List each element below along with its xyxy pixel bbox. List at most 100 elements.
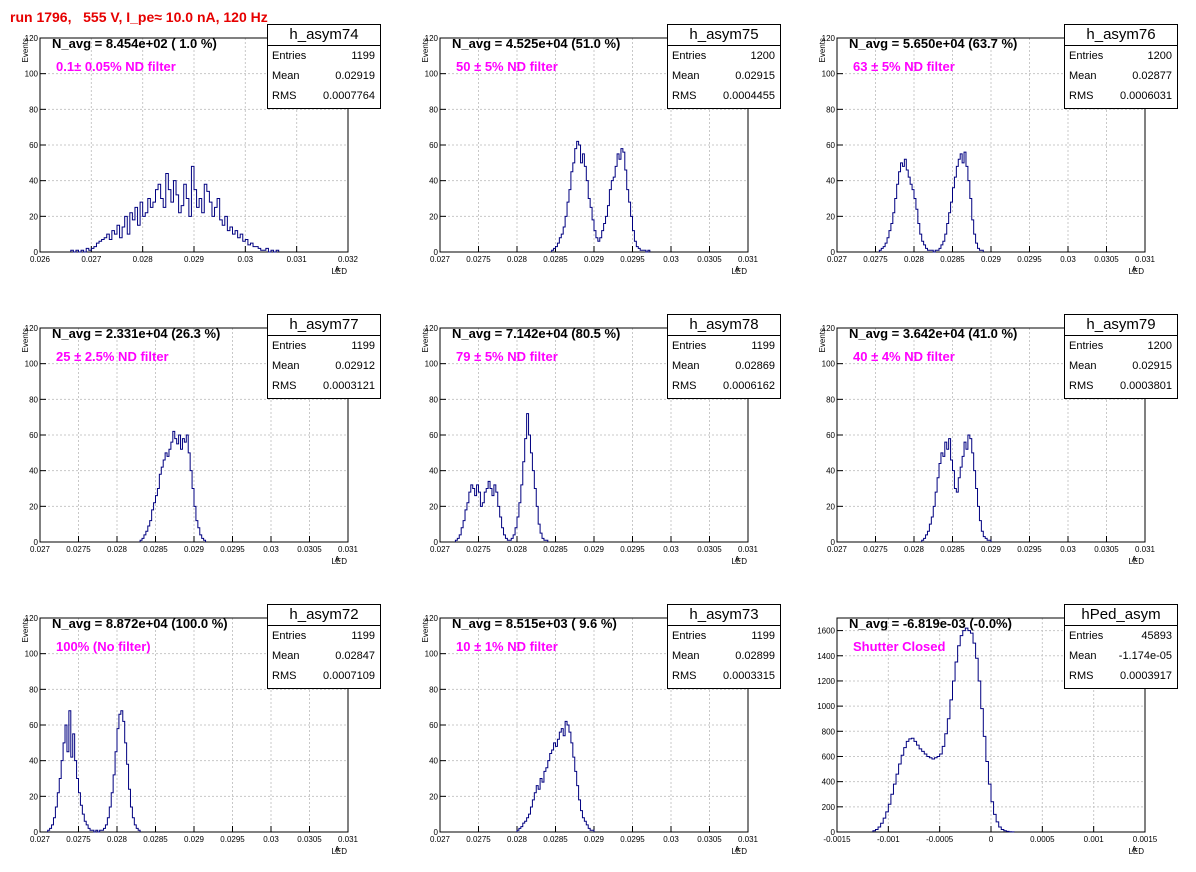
y-axis-label: Events bbox=[21, 328, 30, 352]
plot-h_asym72: 0.027 0.0275 0.028 0.0285 0.029 0.0295 0.03 0.0… bbox=[21, 614, 359, 856]
x-tick-label: 0.029 bbox=[584, 545, 605, 554]
y-tick-label: 80 bbox=[429, 395, 438, 404]
y-tick-label: 0 bbox=[34, 538, 39, 547]
x-tick-label: 0.0285 bbox=[543, 835, 568, 844]
run-title: run 1796, 555 V, I_pe≈ 10.0 nA, 120 Hz bbox=[10, 9, 268, 25]
y-tick-label: 80 bbox=[826, 105, 835, 114]
y-tick-label: 120 bbox=[425, 34, 439, 43]
stat-row-mean: Mean 0.02899 bbox=[668, 646, 780, 666]
y-tick-label: 1400 bbox=[817, 652, 835, 661]
stat-label-rms: RMS bbox=[672, 670, 697, 682]
y-tick-label: 120 bbox=[425, 324, 439, 333]
y-tick-label: 40 bbox=[29, 467, 38, 476]
x-tick-label: 0.026 bbox=[30, 255, 51, 264]
n-avg-label: N_avg = 8.515e+03 ( 9.6 %) bbox=[452, 616, 617, 631]
stat-value-entries: 1200 bbox=[1147, 50, 1172, 62]
n-avg-label: N_avg = -6.819e-03 (-0.0%) bbox=[849, 616, 1012, 631]
stat-row-rms: RMS 0.0003121 bbox=[268, 376, 380, 396]
stat-value-rms: 0.0003917 bbox=[1120, 670, 1172, 682]
x-tick-label: 0.029 bbox=[184, 545, 205, 554]
x-tick-label: 0.031 bbox=[1135, 255, 1156, 264]
x-tick-label: 0.03 bbox=[263, 545, 279, 554]
stat-row-mean: Mean 0.02847 bbox=[268, 646, 380, 666]
y-axis-label: Events bbox=[21, 38, 30, 62]
stat-row-rms: RMS 0.0007764 bbox=[268, 86, 380, 106]
x-tick-label: 0.0295 bbox=[220, 545, 245, 554]
stat-row-mean: Mean -1.174e-05 bbox=[1065, 646, 1177, 666]
y-tick-label: 20 bbox=[429, 792, 438, 801]
x-tick-label: 0.03 bbox=[663, 835, 679, 844]
y-tick-label: 0 bbox=[34, 828, 39, 837]
stat-label-entries: Entries bbox=[272, 630, 307, 642]
stat-label-rms: RMS bbox=[1069, 670, 1094, 682]
x-axis-label: A bbox=[335, 265, 341, 274]
stat-value-rms: 0.0004455 bbox=[723, 90, 775, 102]
histogram-panel-h_asym78: 0.027 0.0275 0.028 0.0285 0.029 0.0295 0.03 0.0… bbox=[400, 290, 781, 566]
x-tick-label: 0.0275 bbox=[66, 835, 91, 844]
y-tick-label: 20 bbox=[429, 212, 438, 221]
stat-row-entries: Entries 45893 bbox=[1065, 626, 1177, 646]
stat-row-entries: Entries 1199 bbox=[268, 336, 380, 356]
histogram-series bbox=[454, 413, 549, 542]
stat-row-mean: Mean 0.02877 bbox=[1065, 66, 1177, 86]
x-axis-label-subscript: LED bbox=[331, 267, 347, 276]
x-tick-label: -0.0015 bbox=[823, 835, 851, 844]
x-tick-label: 0.0305 bbox=[1094, 255, 1119, 264]
stat-value-rms: 0.0003801 bbox=[1120, 380, 1172, 392]
stat-row-entries: Entries 1200 bbox=[668, 46, 780, 66]
stat-row-rms: RMS 0.0003315 bbox=[668, 666, 780, 686]
stat-value-entries: 45893 bbox=[1141, 630, 1172, 642]
stat-label-mean: Mean bbox=[672, 650, 700, 662]
y-tick-label: 400 bbox=[822, 778, 836, 787]
y-tick-label: 100 bbox=[25, 360, 39, 369]
histogram-series bbox=[516, 720, 595, 832]
x-tick-label: 0.027 bbox=[827, 545, 848, 554]
filter-label: 100% (No filter) bbox=[56, 639, 151, 654]
x-tick-label: 0.03 bbox=[263, 835, 279, 844]
stat-value-rms: 0.0006031 bbox=[1120, 90, 1172, 102]
x-axis-label-subscript: LED bbox=[331, 847, 347, 856]
n-avg-label: N_avg = 7.142e+04 (80.5 %) bbox=[452, 326, 621, 341]
stat-label-rms: RMS bbox=[1069, 380, 1094, 392]
stat-row-rms: RMS 0.0003917 bbox=[1065, 666, 1177, 686]
stat-label-entries: Entries bbox=[272, 50, 307, 62]
x-tick-label: 0.031 bbox=[338, 835, 359, 844]
x-axis-label-subscript: LED bbox=[731, 557, 747, 566]
n-avg-label: N_avg = 2.331e+04 (26.3 %) bbox=[52, 326, 221, 341]
y-tick-label: 0 bbox=[831, 248, 836, 257]
y-tick-label: 100 bbox=[425, 360, 439, 369]
stat-row-mean: Mean 0.02912 bbox=[268, 356, 380, 376]
stat-label-entries: Entries bbox=[672, 50, 707, 62]
stat-row-entries: Entries 1199 bbox=[668, 336, 780, 356]
stat-box: h_asym78 Entries 1199 Mean 0.02869 RMS 0.00061… bbox=[667, 314, 781, 399]
y-tick-label: 20 bbox=[29, 792, 38, 801]
stat-row-rms: RMS 0.0007109 bbox=[268, 666, 380, 686]
stat-row-entries: Entries 1199 bbox=[268, 46, 380, 66]
x-tick-label: 0.031 bbox=[738, 255, 759, 264]
histogram-panel-hPed_asym: -0.0015 -0.001 -0.0005 0 0.0005 0.001 0.0015 0 2… bbox=[797, 580, 1178, 856]
y-tick-label: 60 bbox=[826, 431, 835, 440]
y-tick-label: 100 bbox=[25, 650, 39, 659]
x-tick-label: 0.029 bbox=[584, 255, 605, 264]
x-tick-label: 0.0275 bbox=[466, 835, 491, 844]
stat-box-title: h_asym76 bbox=[1065, 25, 1177, 46]
y-tick-label: 60 bbox=[429, 141, 438, 150]
histogram-panel-h_asym73: 0.027 0.0275 0.028 0.0285 0.029 0.0295 0.03 0.0… bbox=[400, 580, 781, 856]
histogram-series bbox=[921, 434, 992, 542]
y-axis-label: Events bbox=[818, 328, 827, 352]
y-tick-label: 120 bbox=[25, 614, 39, 623]
y-tick-label: 120 bbox=[822, 324, 836, 333]
filter-label: 25 ± 2.5% ND filter bbox=[56, 349, 169, 364]
histogram-series bbox=[872, 627, 1015, 833]
x-tick-label: -0.0005 bbox=[926, 835, 954, 844]
stat-label-rms: RMS bbox=[272, 380, 297, 392]
stat-box: h_asym77 Entries 1199 Mean 0.02912 RMS 0.00031… bbox=[267, 314, 381, 399]
x-axis-label-subscript: LED bbox=[1128, 847, 1144, 856]
x-tick-label: 0.0275 bbox=[863, 545, 888, 554]
stat-label-entries: Entries bbox=[672, 630, 707, 642]
plot-h_asym76: 0.027 0.0275 0.028 0.0285 0.029 0.0295 0.03 0.0… bbox=[818, 34, 1156, 276]
x-tick-label: 0.0285 bbox=[143, 835, 168, 844]
n-avg-label: N_avg = 8.872e+04 (100.0 %) bbox=[52, 616, 228, 631]
x-tick-label: 0.0285 bbox=[940, 545, 965, 554]
stat-label-entries: Entries bbox=[1069, 340, 1104, 352]
